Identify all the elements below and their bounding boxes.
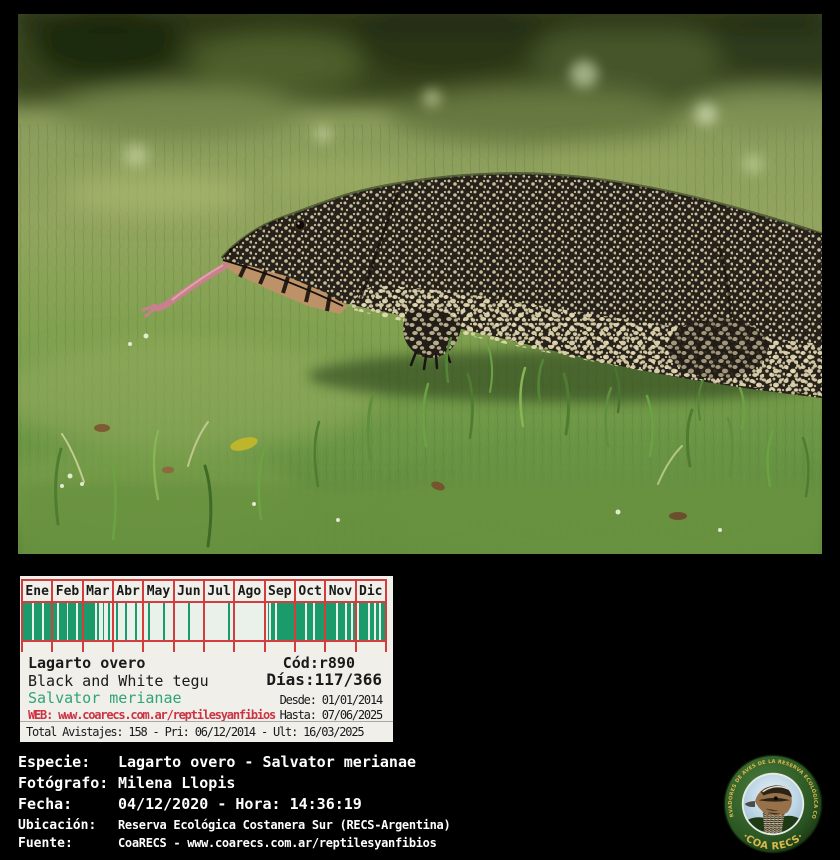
month-tick xyxy=(114,642,145,652)
month-bars xyxy=(23,603,54,640)
month-label: Jun xyxy=(175,581,205,601)
month-tick xyxy=(266,642,296,652)
month-bars xyxy=(114,603,145,640)
month-label: Sep xyxy=(266,581,296,601)
meta-value: Lagarto overo - Salvator merianae xyxy=(118,753,417,771)
meta-row-ubicacion: Ubicación: Reserva Ecológica Costanera S… xyxy=(18,818,451,833)
month-tick xyxy=(235,642,266,652)
month-label: Dic xyxy=(357,581,387,601)
meta-label: Fuente: xyxy=(18,836,73,851)
calendar-ticks xyxy=(21,642,387,652)
meta-row-especie: Especie: Lagarto overo - Salvator merian… xyxy=(18,753,416,771)
month-tick xyxy=(144,642,175,652)
common-name: Lagarto overo xyxy=(28,654,146,672)
calendar-labels: Ene Feb Mar Abr May Jun Jul Ago Sep Oct Nov Dic xyxy=(21,579,387,601)
coa-recs-logo: CLUB DE OBSERVADORES DE AVES DE LA RESER… xyxy=(719,748,825,856)
month-tick xyxy=(53,642,84,652)
species-card: Ene Feb Mar Abr May Jun Jul Ago Sep Oct Nov Dic Lag… xyxy=(20,576,393,742)
meta-label: Especie: xyxy=(18,753,91,771)
month-label: Ene xyxy=(23,581,54,601)
month-label: Oct xyxy=(296,581,327,601)
meta-value: Reserva Ecológica Costanera Sur (RECS-Ar… xyxy=(118,818,451,832)
month-bars xyxy=(235,603,266,640)
bokeh-highlights xyxy=(124,60,763,174)
month-bars xyxy=(357,603,387,640)
month-bars xyxy=(326,603,357,640)
card-divider xyxy=(20,721,393,722)
meta-value: 04/12/2020 - Hora: 14:36:19 xyxy=(118,795,362,813)
month-label: Nov xyxy=(326,581,357,601)
meta-label: Ubicación: xyxy=(18,818,97,833)
month-tick xyxy=(23,642,54,652)
month-label: Mar xyxy=(84,581,114,601)
month-tick xyxy=(296,642,327,652)
scientific-name: Salvator merianae xyxy=(28,689,182,707)
month-tick xyxy=(84,642,114,652)
month-bars xyxy=(266,603,296,640)
date-until: Hasta: 07/06/2025 xyxy=(279,708,384,722)
month-label: Ago xyxy=(235,581,266,601)
tegu-eye xyxy=(294,219,306,231)
month-bars xyxy=(205,603,236,640)
month-tick xyxy=(175,642,205,652)
blurred-treeline xyxy=(18,14,822,144)
meta-value: CoaRECS - www.coarecs.com.ar/reptilesyan… xyxy=(118,836,437,850)
species-code: Cód:r890 xyxy=(282,654,355,672)
date-from: Desde: 01/01/2014 xyxy=(279,693,384,707)
month-tick xyxy=(205,642,236,652)
totals-line: Total Avistajes: 158 - Pri: 06/12/2014 -… xyxy=(26,725,365,739)
month-tick xyxy=(357,642,387,652)
month-bars xyxy=(83,603,114,640)
meta-label: Fotógrafo: xyxy=(18,774,109,792)
month-label: May xyxy=(144,581,175,601)
meta-row-fecha: Fecha: 04/12/2020 - Hora: 14:36:19 xyxy=(18,795,362,813)
month-bars xyxy=(53,603,84,640)
foreground-grass xyxy=(18,333,822,554)
month-tick xyxy=(326,642,357,652)
calendar-bars xyxy=(21,601,387,642)
days-count: Días:117/366 xyxy=(266,670,382,689)
web-url-text: WEB: www.coarecs.com.ar/reptilesyanfibio… xyxy=(28,708,276,722)
wildlife-photo xyxy=(18,14,822,554)
month-bars xyxy=(175,603,205,640)
meta-value: Milena Llopis xyxy=(118,774,236,792)
tegu-lizard xyxy=(141,172,822,402)
english-name: Black and White tegu xyxy=(28,672,209,690)
tegu-nostril xyxy=(229,248,233,252)
meta-row-fotografo: Fotógrafo: Milena Llopis xyxy=(18,774,235,792)
photo-art xyxy=(18,14,822,554)
sighting-calendar: Ene Feb Mar Abr May Jun Jul Ago Sep Oct Nov Dic xyxy=(21,579,387,652)
grass-flowers xyxy=(60,333,722,532)
meta-row-fuente: Fuente: CoaRECS - www.coarecs.com.ar/rep… xyxy=(18,836,437,851)
month-label: Feb xyxy=(53,581,84,601)
month-bars xyxy=(295,603,327,640)
month-bars xyxy=(144,603,175,640)
meta-label: Fecha: xyxy=(18,795,73,813)
month-label: Abr xyxy=(114,581,145,601)
tegu-tongue xyxy=(141,262,229,318)
month-label: Jul xyxy=(205,581,236,601)
yellow-leaf xyxy=(230,437,258,451)
